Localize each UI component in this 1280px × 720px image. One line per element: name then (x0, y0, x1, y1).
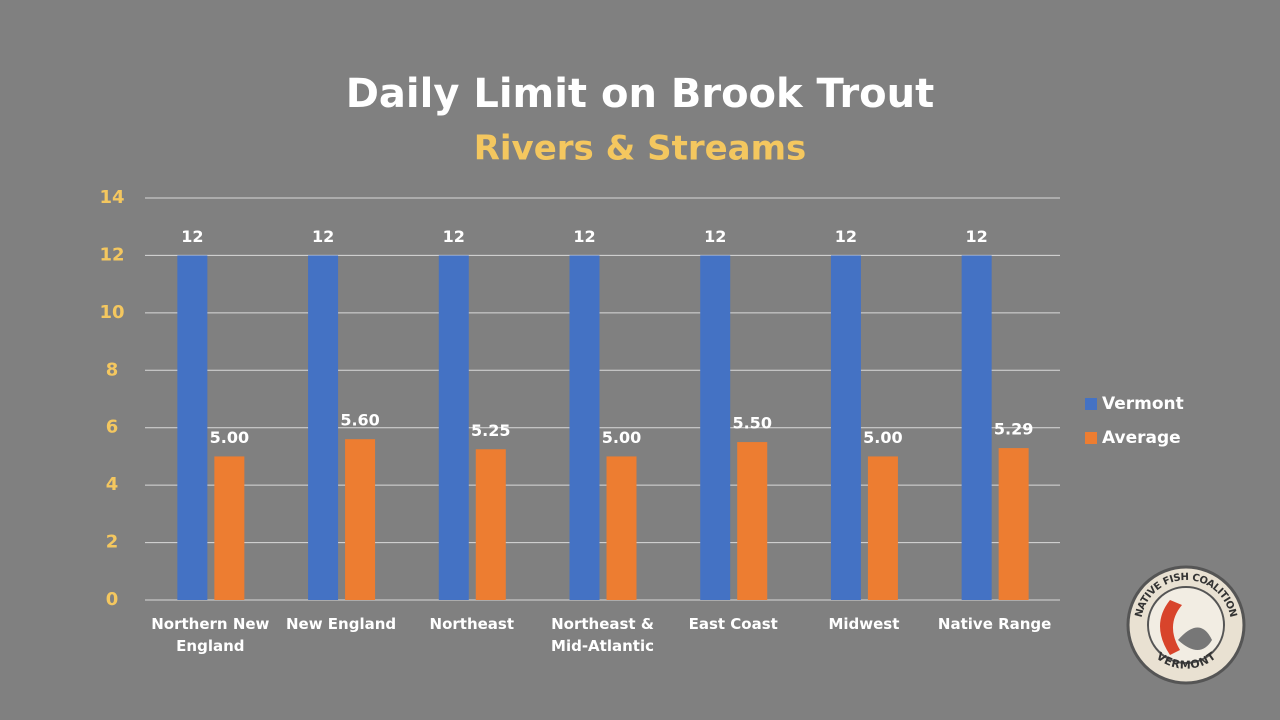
x-tick-label: Northern New England (151, 615, 270, 655)
value-label: 5.00 (602, 428, 641, 447)
logo-inner (1147, 586, 1225, 664)
bar (830, 255, 861, 600)
bar (961, 255, 992, 600)
bar (569, 255, 600, 600)
legend-label: Average (1102, 428, 1181, 448)
logo: NATIVE FISH COALITION VERMONT (1126, 565, 1246, 685)
value-label: 12 (704, 227, 726, 246)
x-tick-label: East Coast (688, 615, 778, 633)
value-label: 5.29 (994, 420, 1033, 439)
bar (606, 456, 637, 600)
value-label: 5.25 (471, 421, 510, 440)
legend-swatch (1085, 398, 1097, 410)
value-label: 5.60 (340, 411, 379, 430)
value-label: 5.00 (863, 428, 902, 447)
y-tick-label: 12 (99, 244, 124, 265)
x-tick-label: Northeast & Mid-Atlantic (551, 615, 654, 655)
value-label: 5.50 (732, 414, 771, 433)
bar (998, 448, 1029, 600)
bar (438, 255, 469, 600)
y-tick-label: 0 (106, 589, 119, 610)
y-tick-label: 6 (106, 417, 119, 438)
logo-flame (1160, 600, 1182, 655)
value-label: 12 (312, 227, 334, 246)
legend-swatch (1085, 432, 1097, 444)
value-label: 12 (181, 227, 203, 246)
bar (737, 442, 768, 600)
value-label: 12 (443, 227, 465, 246)
bar (867, 456, 898, 600)
x-tick-label: New England (285, 615, 397, 633)
chart-subtitle: Rivers & Streams (474, 129, 807, 169)
bar (475, 449, 506, 600)
bar (308, 255, 339, 600)
bar (177, 255, 208, 600)
value-label: 5.00 (210, 428, 249, 447)
bar (700, 255, 731, 600)
x-tick-label: Northeast (429, 615, 515, 633)
y-tick-label: 8 (106, 359, 119, 380)
x-tick-label: Midwest (828, 615, 900, 633)
bar (345, 439, 376, 600)
x-tick-label: Native Range (937, 615, 1052, 633)
chart-title: Daily Limit on Brook Trout (346, 71, 935, 117)
value-label: 12 (835, 227, 857, 246)
y-tick-label: 4 (106, 474, 119, 495)
value-label: 12 (966, 227, 988, 246)
value-label: 12 (573, 227, 595, 246)
y-tick-label: 2 (106, 532, 119, 553)
bar (214, 456, 245, 600)
y-tick-label: 14 (99, 187, 124, 208)
y-tick-label: 10 (99, 302, 124, 323)
logo-fish (1178, 627, 1212, 650)
legend-label: Vermont (1102, 394, 1184, 414)
